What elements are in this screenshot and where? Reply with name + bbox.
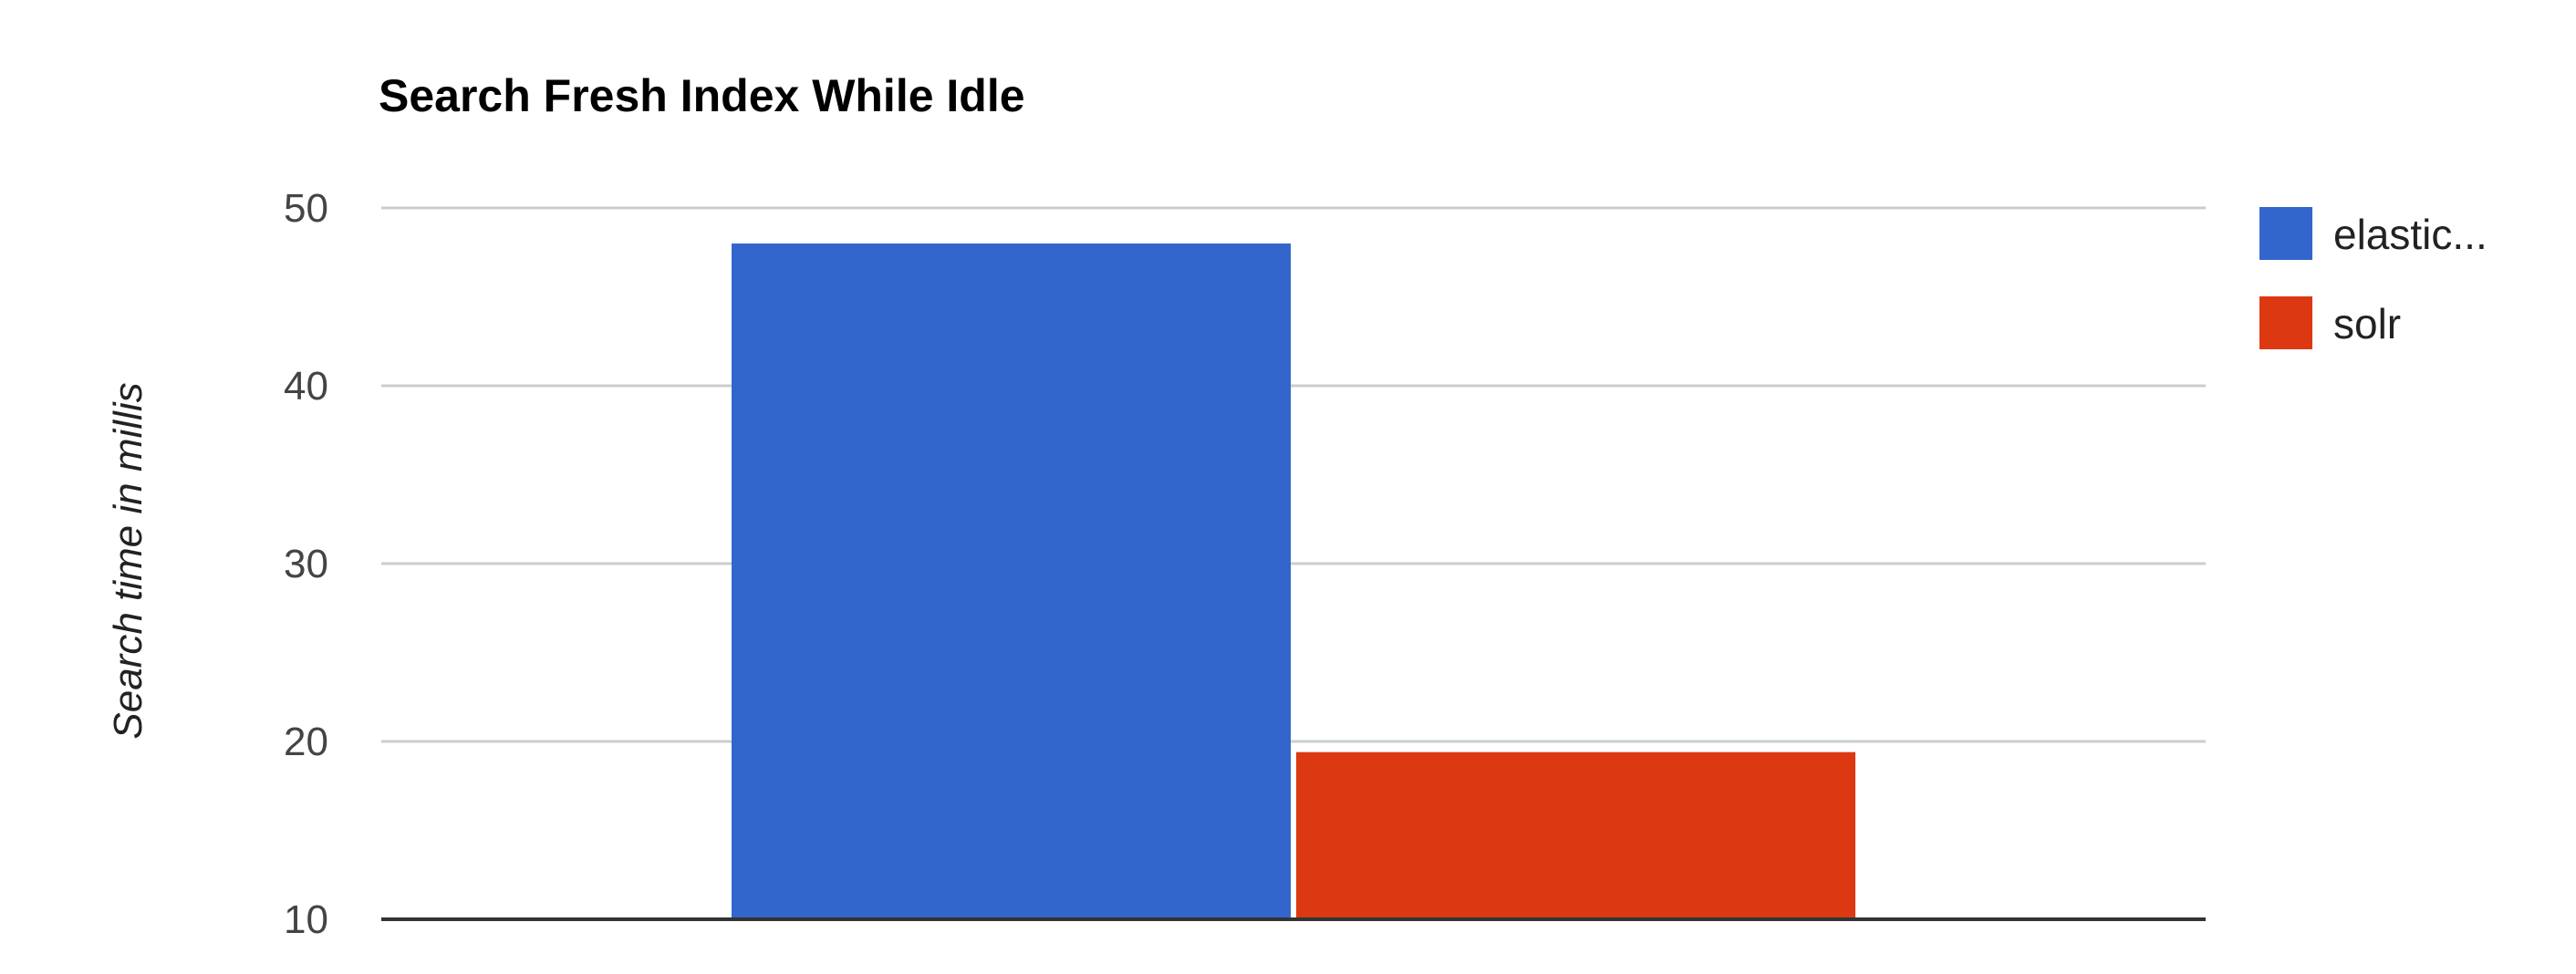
y-tick-label: 50	[284, 186, 328, 231]
bar-solr	[1296, 751, 1855, 919]
y-tick-label: 10	[284, 897, 328, 942]
y-tick-label: 20	[284, 720, 328, 764]
bars	[732, 244, 1855, 919]
gridlines	[381, 206, 2206, 743]
legend[interactable]: elastic... solr	[2259, 207, 2488, 349]
y-axis-ticks: 50 40 30 20 10	[284, 186, 328, 942]
legend-swatch-solr	[2259, 296, 2312, 349]
bar-elastic	[732, 244, 1291, 919]
chart-title: Search Fresh Index While Idle	[379, 70, 1025, 121]
y-tick-label: 30	[284, 542, 328, 586]
legend-label-solr: solr	[2333, 300, 2401, 347]
legend-swatch-elastic	[2259, 207, 2312, 260]
y-axis-label: Search time in millis	[106, 382, 151, 739]
legend-label-elastic: elastic...	[2333, 211, 2488, 258]
y-tick-label: 40	[284, 364, 328, 409]
